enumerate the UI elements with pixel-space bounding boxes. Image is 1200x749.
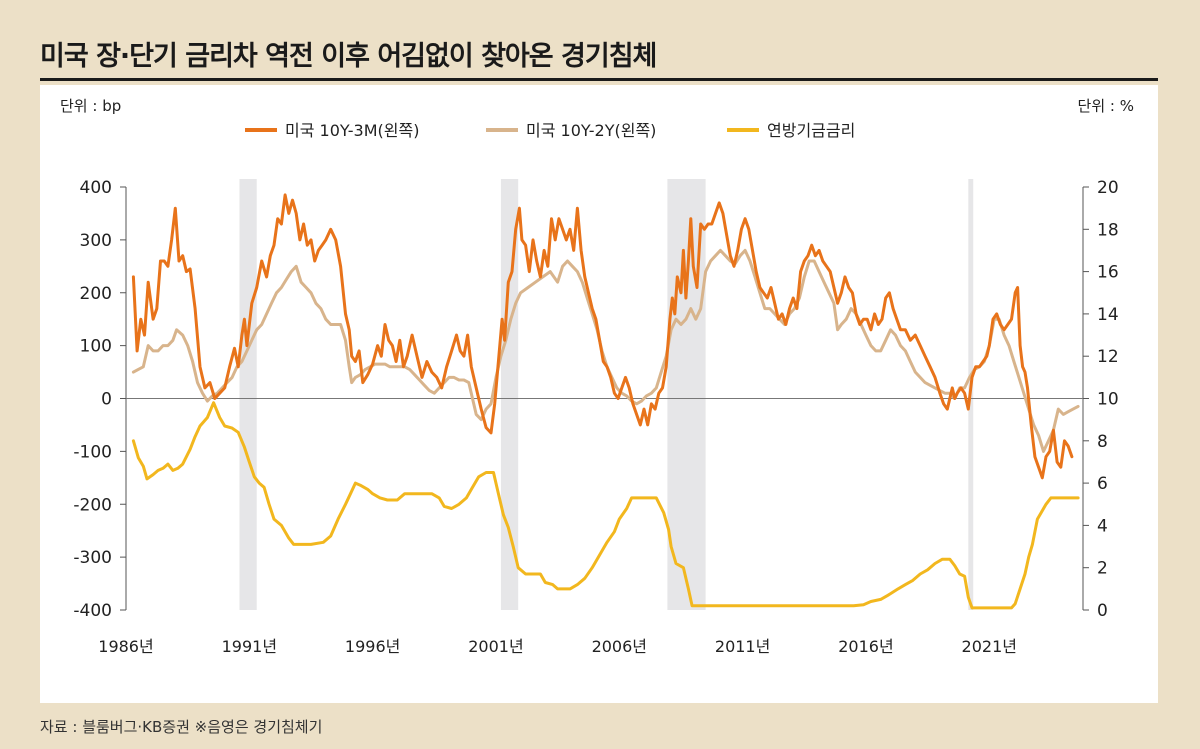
x-tick-label: 1991년 [222, 637, 277, 656]
right-tick-label: 0 [1097, 601, 1108, 621]
series-line-fedfunds [131, 401, 1080, 610]
legend-label: 미국 10Y-2Y(왼쪽) [526, 121, 656, 140]
right-tick-label: 18 [1097, 220, 1119, 240]
title-rule [40, 78, 1158, 81]
recession-band [500, 179, 519, 610]
legend: 미국 10Y-3M(왼쪽) 미국 10Y-2Y(왼쪽) 연방기금금리 [245, 121, 855, 140]
right-tick-label: 14 [1097, 305, 1119, 325]
right-tick-label: 2 [1097, 559, 1108, 579]
recession-band [239, 179, 257, 610]
right-tick-label: 12 [1097, 347, 1119, 367]
series-lines [131, 193, 1080, 610]
left-tick-label: 0 [101, 390, 112, 410]
left-tick-label: -200 [73, 495, 112, 515]
axes: 4003002001000-100-200-300-40020181614121… [73, 178, 1118, 656]
right-tick-label: 8 [1097, 432, 1108, 452]
left-tick-label: 400 [80, 178, 112, 198]
x-tick-label: 2016년 [838, 637, 893, 656]
right-tick-label: 20 [1097, 178, 1119, 198]
left-tick-label: -400 [73, 601, 112, 621]
series-line-s10y2y [131, 248, 1080, 453]
right-tick-label: 4 [1097, 516, 1108, 536]
x-tick-label: 1996년 [345, 637, 400, 656]
x-tick-label: 2001년 [468, 637, 523, 656]
series-line-s10y3m [131, 193, 1074, 480]
left-tick-label: 300 [80, 231, 112, 251]
legend-label: 연방기금금리 [767, 121, 855, 140]
x-tick-label: 1986년 [98, 637, 153, 656]
right-unit-label: 단위 : % [1078, 97, 1134, 115]
right-tick-label: 6 [1097, 474, 1108, 494]
right-tick-label: 10 [1097, 390, 1119, 410]
left-tick-label: -300 [73, 548, 112, 568]
legend-label: 미국 10Y-3M(왼쪽) [285, 121, 419, 140]
left-unit-label: 단위 : bp [60, 97, 121, 115]
source-note: 자료 : 블룸버그·KB증권 ※음영은 경기침체기 [40, 718, 323, 736]
x-tick-label: 2011년 [715, 637, 770, 656]
left-tick-label: 100 [80, 337, 112, 357]
left-tick-label: 200 [80, 284, 112, 304]
right-tick-label: 16 [1097, 263, 1119, 283]
left-tick-label: -100 [73, 442, 112, 462]
x-tick-label: 2006년 [592, 637, 647, 656]
chart-title: 미국 장·단기 금리차 역전 이후 어김없이 찾아온 경기침체 [40, 41, 657, 72]
x-tick-label: 2021년 [962, 637, 1017, 656]
